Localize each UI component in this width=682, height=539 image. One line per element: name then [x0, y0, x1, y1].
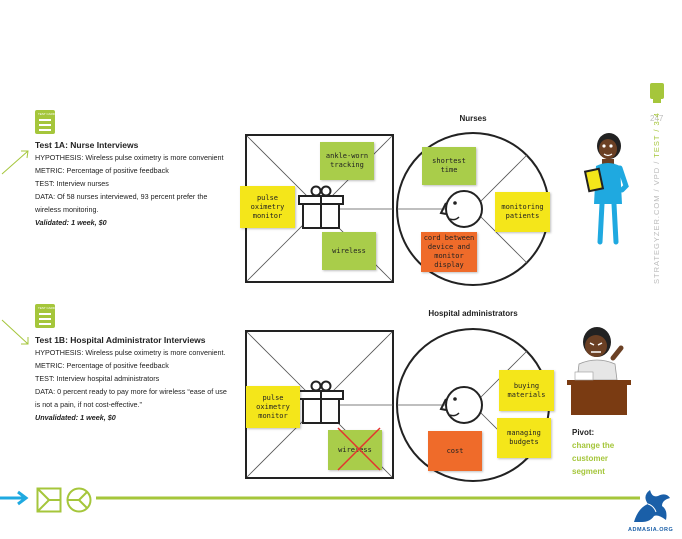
value-map-square-icon[interactable]	[36, 487, 62, 513]
sticky-cord-between-device: cord between device and monitor display	[421, 232, 477, 272]
test-1a-data: DATA: Of 58 nurses interviewed, 93 perce…	[35, 192, 208, 214]
griffin-logo-icon	[634, 490, 670, 522]
test-1a-hypothesis: HYPOTHESIS: Wireless pulse oximetry is m…	[35, 153, 224, 162]
gift-icon	[298, 380, 344, 424]
sticky-wireless: wireless	[322, 232, 376, 270]
test-1a-result: Validated: 1 week, $0	[35, 218, 107, 227]
segment-title-hospital-administrators: Hospital administrators	[428, 309, 518, 318]
test-1b-result: Unvalidated: 1 week, $0	[35, 413, 116, 422]
page-number: 247	[650, 114, 664, 123]
test-card-icon: TEST CARD	[35, 304, 55, 328]
gift-icon	[298, 185, 344, 229]
nurse-illustration	[583, 133, 629, 245]
side-nav-breadcrumb[interactable]: STRATEGYZER.COM / VPD / TEST / 3.4	[652, 112, 661, 284]
footer-brand: ADMASIA.ORG	[628, 527, 674, 533]
pivot-note: Pivot: change the customer segment	[572, 426, 642, 478]
sticky-buying-materials: buying materials	[499, 370, 554, 411]
test-1a-test: TEST: Interview nurses	[35, 179, 109, 188]
test-1a-title: Test 1A: Nurse Interviews	[35, 140, 139, 150]
progress-track	[0, 490, 640, 506]
test-1a-metric: METRIC: Percentage of positive feedback	[35, 166, 169, 175]
sticky-pulse-oximetry-monitor-2: pulse oximetry monitor	[246, 386, 300, 428]
administrator-illustration	[567, 327, 631, 415]
test-1b-title: Test 1B: Hospital Administrator Intervie…	[35, 335, 206, 345]
test-1b-test: TEST: Interview hospital administrators	[35, 374, 160, 383]
side-nav-section: TEST / 3.4	[652, 112, 661, 158]
bookmark-icon	[650, 83, 664, 103]
customer-profile-circle-icon[interactable]	[66, 487, 94, 513]
test-1b-metric: METRIC: Percentage of positive feedback	[35, 361, 169, 370]
customer-profile-circle-1	[396, 132, 550, 286]
sticky-cost: cost	[428, 431, 482, 471]
test-card-icon: TEST CARD	[35, 110, 55, 134]
sticky-pulse-oximetry-monitor: pulse oximetry monitor	[240, 186, 295, 228]
test-1b-data: DATA: 0 percent ready to pay more for wi…	[35, 387, 227, 409]
sticky-monitoring-patients: monitoring patients	[495, 192, 550, 232]
pivot-label: Pivot:	[572, 428, 595, 437]
cross-out-mark	[337, 427, 381, 471]
pivot-text: change the customer segment	[572, 441, 615, 476]
test-1a-block: Test 1A: Nurse Interviews HYPOTHESIS: Wi…	[35, 139, 230, 229]
pointer-arrow-2	[1, 319, 29, 345]
pointer-arrow-1	[1, 150, 29, 175]
sticky-managing-budgets: managing budgets	[497, 418, 551, 458]
side-nav-site: STRATEGYZER.COM / VPD /	[652, 157, 661, 284]
segment-title-nurses: Nurses	[459, 114, 487, 123]
sticky-shortest-time: shortest time	[422, 147, 476, 185]
test-1b-hypothesis: HYPOTHESIS: Wireless pulse oximetry is m…	[35, 348, 226, 357]
test-1b-block: Test 1B: Hospital Administrator Intervie…	[35, 334, 230, 424]
sticky-ankle-worn-tracking: ankle-worn tracking	[320, 142, 374, 180]
